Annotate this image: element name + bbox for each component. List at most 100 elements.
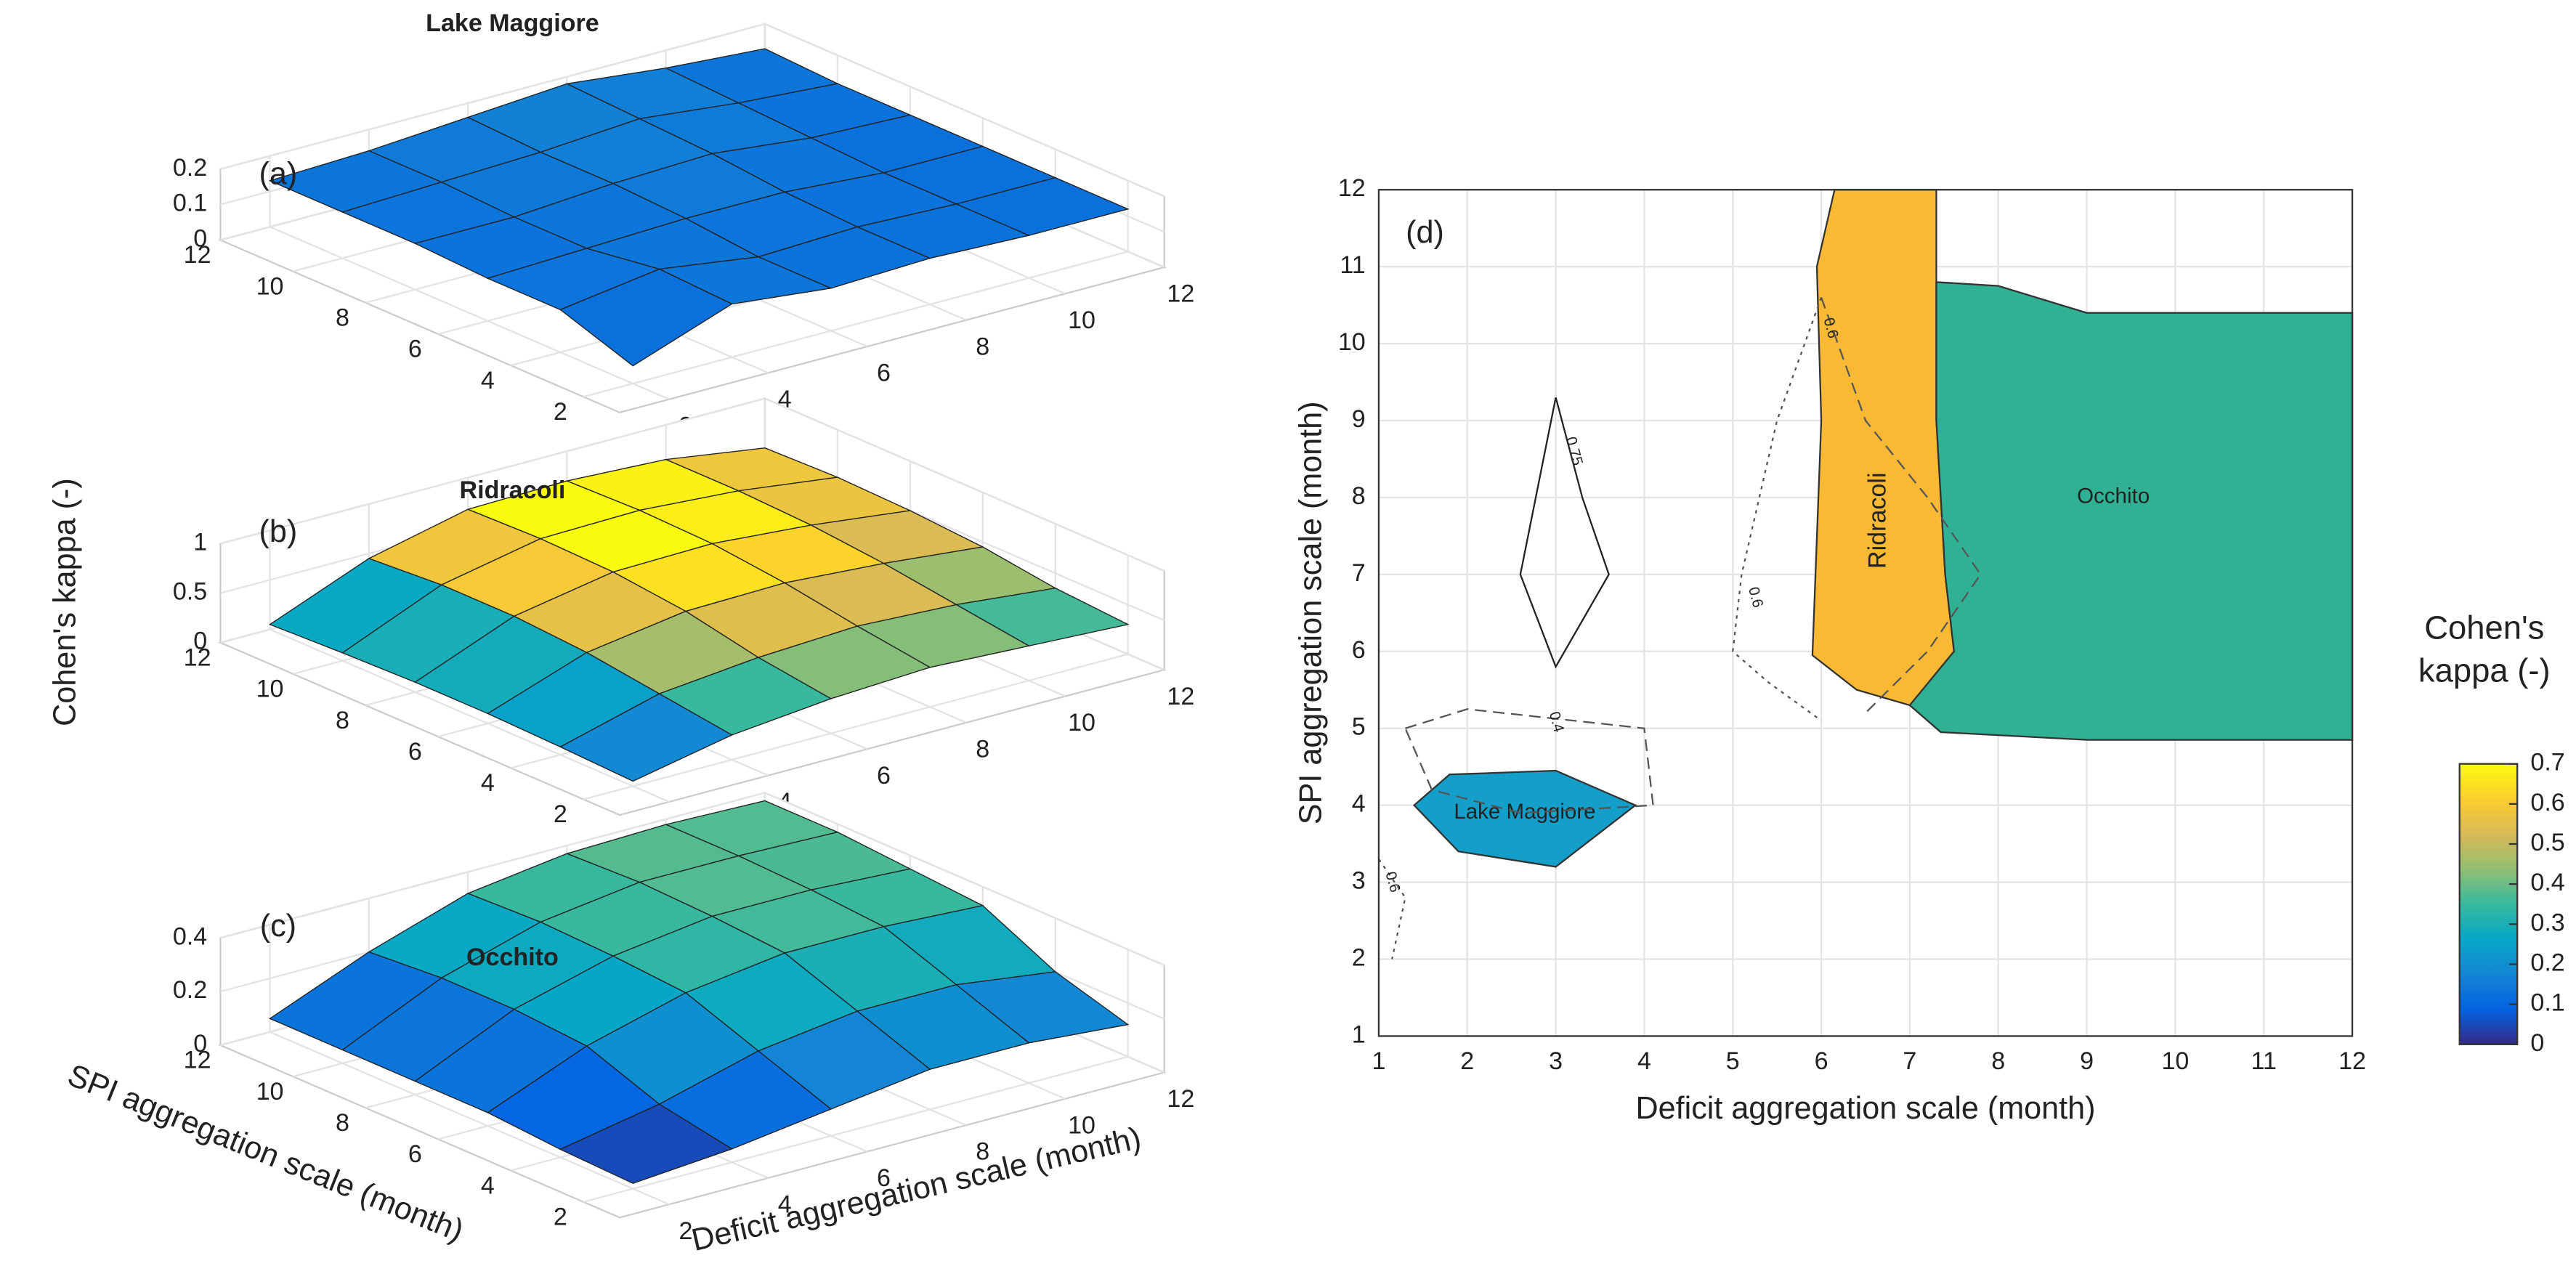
x-tick-label: 8 [976,333,989,360]
x-tick-label: 3 [1549,1047,1563,1075]
y-tick-label: 12 [184,1047,211,1074]
contour-line [1820,297,1982,714]
region [1908,281,2354,741]
x-tick-label: 1 [1372,1047,1385,1075]
y-tick-label: 6 [408,738,422,766]
y-tick-label: 3 [1352,867,1366,895]
contour-line [1519,397,1610,669]
z-tick-label: 0.1 [173,190,207,217]
x-tick-label: 12 [2338,1047,2366,1075]
y-tick-label: 4 [481,367,495,394]
colorbar-tick-label: 0.5 [2530,829,2564,856]
x-tick-label: 4 [1637,1047,1651,1075]
y-tick-label: 8 [336,707,349,734]
region [1413,769,1637,868]
panel-title: Ridracoli [460,476,566,504]
z-tick-label: 0.2 [173,976,207,1004]
z-axis-label: Cohen's kappa (-) [48,478,83,726]
x-tick-label: 2 [1460,1047,1474,1075]
z-tick-label: 0.4 [173,922,207,950]
y-tick-label: 6 [408,1140,422,1168]
x-tick-label: 9 [2080,1047,2094,1075]
panel-label: (b) [259,514,298,549]
x-tick-label: 6 [877,1164,891,1192]
surface-patch [559,268,733,367]
y-tick-label: 8 [336,304,349,332]
z-tick-label: 1 [193,528,207,556]
contour-line [1404,708,1654,814]
surface-patch [559,693,734,782]
colorbar-tick-label: 0 [2530,1029,2544,1057]
grid-line [220,792,1165,966]
y-tick-label: 2 [1352,944,1366,972]
y-tick-label: 10 [256,1078,284,1105]
z-tick-label: 0.2 [173,154,207,182]
y-tick-label: 10 [1338,328,1366,356]
x-tick-label: 12 [1167,683,1194,710]
y-tick-label: 12 [184,241,211,269]
panel-label: (c) [260,909,296,944]
x-tick-label: 7 [1903,1047,1916,1075]
y-tick-label: 12 [1338,174,1366,202]
z-tick-label: 0.5 [173,578,207,606]
x-axis-label: Deficit aggregation scale (month) [1635,1091,2095,1126]
y-tick-label: 2 [554,398,567,426]
x-tick-label: 6 [877,360,891,387]
x-tick-label: 4 [778,1190,792,1218]
y-tick-label: 8 [1352,482,1366,510]
y-tick-label: 6 [1352,636,1366,664]
y-tick-label: 12 [184,644,211,671]
x-tick-label: 10 [1068,1111,1095,1139]
x-tick-label: 12 [1167,280,1194,308]
region-label: Occhito [2077,484,2150,508]
x-tick-label: 8 [976,1138,989,1166]
x-tick-label: 8 [1991,1047,2005,1075]
x-tick-label: 10 [1068,709,1095,737]
region-label: Lake Maggiore [1454,800,1595,824]
y-tick-label: 11 [1340,251,1365,279]
colorbar-tick-label: 0.3 [2530,909,2564,936]
y-axis-label: SPI aggregation scale (month) [1293,401,1328,824]
y-tick-label: 7 [1352,559,1366,587]
y-tick-label: 4 [1352,790,1366,818]
y-tick-label: 5 [1352,713,1366,741]
panel-title: Lake Maggiore [426,9,599,37]
y-tick-label: 2 [554,800,567,828]
grid-line [220,23,1165,198]
x-tick-label: 12 [1167,1085,1194,1113]
x-tick-label: 6 [877,762,891,790]
y-tick-label: 2 [554,1203,567,1230]
panel-title: Occhito [466,944,559,971]
colorbar-tick-label: 0.6 [2530,789,2564,816]
x-tick-label: 8 [976,735,989,763]
z-tick-label: 0 [193,224,207,252]
y-tick-label: 6 [408,336,422,363]
colorbar-tick-label: 0.4 [2530,869,2564,896]
surface-patch [559,1103,734,1184]
x-tick-label: 10 [1068,307,1095,334]
y-tick-label: 1 [1352,1021,1366,1048]
colorbar-title: Cohen's kappa (-) [2418,609,2551,689]
region-label: Ridracoli [1863,472,1891,569]
y-tick-label: 10 [256,272,284,300]
x-tick-label: 10 [2161,1047,2189,1075]
plot-frame [1377,189,2354,1037]
panel-label: (d) [1406,215,1444,250]
region [1811,189,1956,707]
y-tick-label: 10 [256,675,284,703]
y-tick-label: 4 [481,769,495,797]
x-tick-label: 6 [1815,1047,1828,1075]
contour-line [1732,297,1823,722]
x-tick-label: 11 [2251,1047,2277,1075]
z-tick-label: 0 [193,628,207,655]
grid-line [220,397,1165,572]
colorbar-tick-label: 0.2 [2530,949,2564,976]
y-tick-label: 8 [336,1109,349,1137]
y-tick-label: 4 [481,1172,495,1199]
x-tick-label: 2 [679,1217,692,1245]
colorbar-tick-label: 0.7 [2530,749,2564,776]
z-tick-label: 0 [193,1030,207,1058]
colorbar-tick-label: 0.1 [2530,989,2564,1017]
